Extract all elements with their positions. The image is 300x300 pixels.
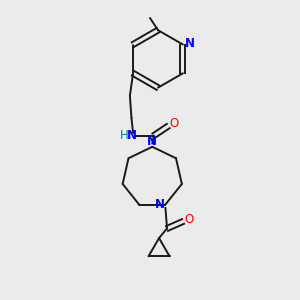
Text: O: O: [184, 213, 194, 226]
Text: N: N: [127, 129, 136, 142]
Text: N: N: [147, 135, 157, 148]
Text: N: N: [155, 198, 165, 211]
Text: H: H: [120, 129, 128, 142]
Text: O: O: [169, 117, 178, 130]
Text: N: N: [185, 38, 195, 50]
